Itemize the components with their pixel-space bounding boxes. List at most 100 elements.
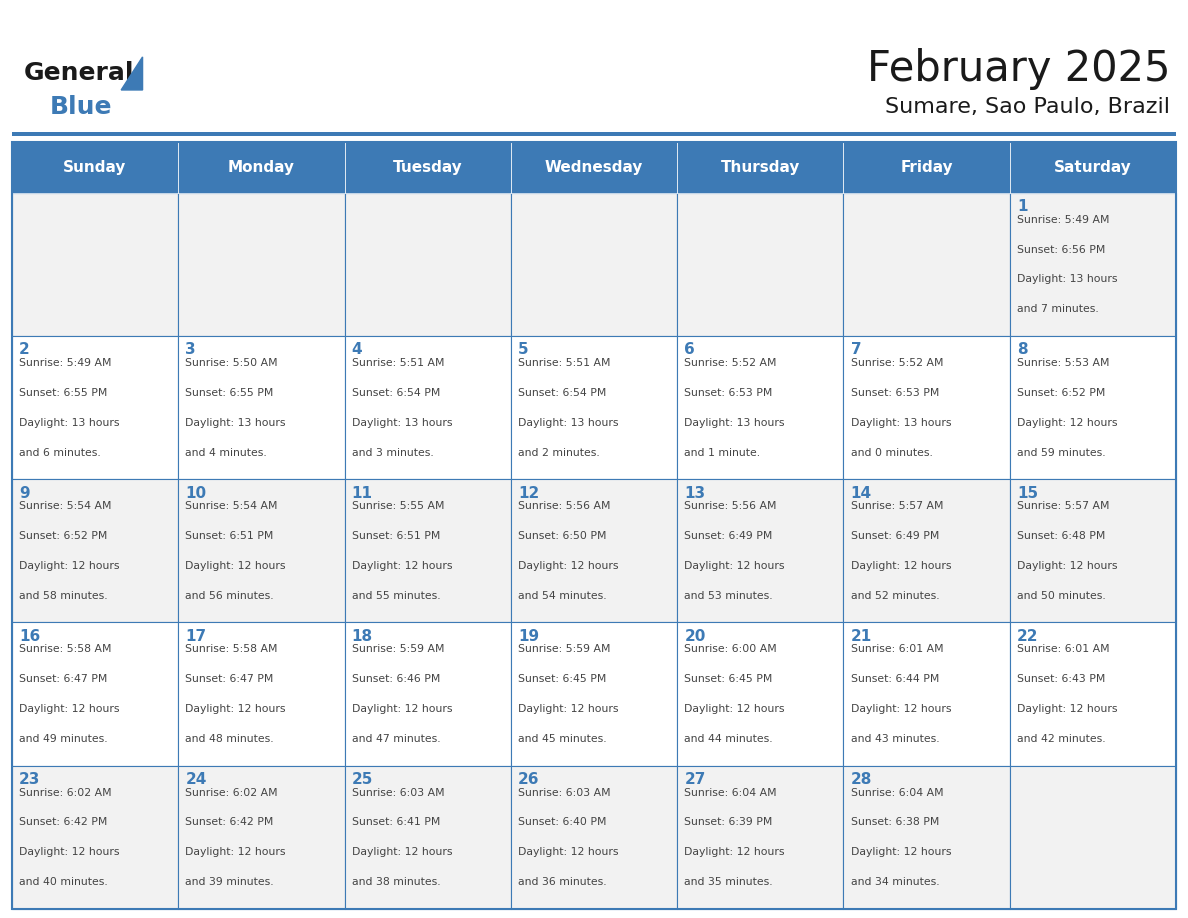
FancyBboxPatch shape bbox=[677, 193, 843, 336]
Text: Daylight: 12 hours: Daylight: 12 hours bbox=[684, 561, 785, 571]
Text: Sunset: 6:52 PM: Sunset: 6:52 PM bbox=[1017, 388, 1105, 397]
Text: and 47 minutes.: and 47 minutes. bbox=[352, 734, 441, 744]
Text: 9: 9 bbox=[19, 486, 30, 500]
FancyBboxPatch shape bbox=[178, 193, 345, 336]
FancyBboxPatch shape bbox=[1010, 766, 1176, 909]
Text: General: General bbox=[24, 62, 134, 85]
Text: Sunrise: 6:01 AM: Sunrise: 6:01 AM bbox=[851, 644, 943, 655]
FancyBboxPatch shape bbox=[1010, 142, 1176, 193]
Text: Sunset: 6:49 PM: Sunset: 6:49 PM bbox=[851, 531, 939, 541]
Text: and 52 minutes.: and 52 minutes. bbox=[851, 591, 940, 600]
Text: Sunset: 6:44 PM: Sunset: 6:44 PM bbox=[851, 674, 939, 684]
FancyBboxPatch shape bbox=[1010, 193, 1176, 336]
Text: Daylight: 13 hours: Daylight: 13 hours bbox=[851, 418, 952, 428]
FancyBboxPatch shape bbox=[843, 193, 1010, 336]
FancyBboxPatch shape bbox=[677, 622, 843, 766]
Text: Sunset: 6:52 PM: Sunset: 6:52 PM bbox=[19, 531, 107, 541]
Text: Sunrise: 5:58 AM: Sunrise: 5:58 AM bbox=[19, 644, 112, 655]
Text: Sunset: 6:42 PM: Sunset: 6:42 PM bbox=[185, 817, 273, 827]
Text: Sunset: 6:45 PM: Sunset: 6:45 PM bbox=[684, 674, 772, 684]
Text: and 53 minutes.: and 53 minutes. bbox=[684, 591, 773, 600]
Text: Sunset: 6:51 PM: Sunset: 6:51 PM bbox=[352, 531, 440, 541]
Text: Daylight: 13 hours: Daylight: 13 hours bbox=[185, 418, 286, 428]
Text: Sunset: 6:54 PM: Sunset: 6:54 PM bbox=[352, 388, 440, 397]
Text: Sunrise: 5:53 AM: Sunrise: 5:53 AM bbox=[1017, 358, 1110, 368]
Text: and 3 minutes.: and 3 minutes. bbox=[352, 447, 434, 457]
Text: Sunset: 6:54 PM: Sunset: 6:54 PM bbox=[518, 388, 606, 397]
Text: and 4 minutes.: and 4 minutes. bbox=[185, 447, 267, 457]
Text: Sunrise: 5:54 AM: Sunrise: 5:54 AM bbox=[19, 501, 112, 511]
Text: 27: 27 bbox=[684, 772, 706, 787]
Text: 23: 23 bbox=[19, 772, 40, 787]
Text: Daylight: 12 hours: Daylight: 12 hours bbox=[684, 704, 785, 714]
Text: Daylight: 12 hours: Daylight: 12 hours bbox=[851, 847, 952, 857]
Text: Sunset: 6:53 PM: Sunset: 6:53 PM bbox=[851, 388, 939, 397]
FancyBboxPatch shape bbox=[178, 336, 345, 479]
Text: Sunrise: 5:55 AM: Sunrise: 5:55 AM bbox=[352, 501, 444, 511]
Text: 18: 18 bbox=[352, 629, 373, 644]
Text: 11: 11 bbox=[352, 486, 373, 500]
Text: Sunrise: 5:59 AM: Sunrise: 5:59 AM bbox=[518, 644, 611, 655]
Text: Daylight: 12 hours: Daylight: 12 hours bbox=[19, 847, 120, 857]
Text: 3: 3 bbox=[185, 342, 196, 357]
Text: Daylight: 12 hours: Daylight: 12 hours bbox=[851, 704, 952, 714]
Text: and 58 minutes.: and 58 minutes. bbox=[19, 591, 108, 600]
Text: Daylight: 13 hours: Daylight: 13 hours bbox=[518, 418, 619, 428]
FancyBboxPatch shape bbox=[12, 336, 178, 479]
FancyBboxPatch shape bbox=[511, 193, 677, 336]
FancyBboxPatch shape bbox=[511, 142, 677, 193]
Text: and 45 minutes.: and 45 minutes. bbox=[518, 734, 607, 744]
Text: Saturday: Saturday bbox=[1054, 160, 1132, 175]
FancyBboxPatch shape bbox=[511, 766, 677, 909]
Text: Sunset: 6:50 PM: Sunset: 6:50 PM bbox=[518, 531, 606, 541]
Text: and 56 minutes.: and 56 minutes. bbox=[185, 591, 274, 600]
Text: Sunset: 6:47 PM: Sunset: 6:47 PM bbox=[19, 674, 107, 684]
Text: Friday: Friday bbox=[901, 160, 953, 175]
FancyBboxPatch shape bbox=[677, 479, 843, 622]
Text: 25: 25 bbox=[352, 772, 373, 787]
Text: Sunset: 6:49 PM: Sunset: 6:49 PM bbox=[684, 531, 772, 541]
Text: Sunrise: 5:52 AM: Sunrise: 5:52 AM bbox=[684, 358, 777, 368]
Text: and 2 minutes.: and 2 minutes. bbox=[518, 447, 600, 457]
Text: 22: 22 bbox=[1017, 629, 1038, 644]
Text: Daylight: 12 hours: Daylight: 12 hours bbox=[19, 561, 120, 571]
Text: and 1 minute.: and 1 minute. bbox=[684, 447, 760, 457]
Text: Daylight: 12 hours: Daylight: 12 hours bbox=[185, 561, 286, 571]
FancyBboxPatch shape bbox=[178, 622, 345, 766]
Text: Daylight: 13 hours: Daylight: 13 hours bbox=[352, 418, 453, 428]
FancyBboxPatch shape bbox=[12, 132, 1176, 136]
Text: Daylight: 12 hours: Daylight: 12 hours bbox=[352, 847, 453, 857]
Text: Sunrise: 6:04 AM: Sunrise: 6:04 AM bbox=[684, 788, 777, 798]
Text: and 34 minutes.: and 34 minutes. bbox=[851, 877, 940, 887]
FancyBboxPatch shape bbox=[677, 336, 843, 479]
Text: and 35 minutes.: and 35 minutes. bbox=[684, 877, 773, 887]
Text: Daylight: 12 hours: Daylight: 12 hours bbox=[851, 561, 952, 571]
FancyBboxPatch shape bbox=[1010, 622, 1176, 766]
Text: and 6 minutes.: and 6 minutes. bbox=[19, 447, 101, 457]
Text: Sunset: 6:45 PM: Sunset: 6:45 PM bbox=[518, 674, 606, 684]
Text: Sunrise: 6:01 AM: Sunrise: 6:01 AM bbox=[1017, 644, 1110, 655]
Text: Sunset: 6:56 PM: Sunset: 6:56 PM bbox=[1017, 244, 1105, 254]
Text: Sunrise: 6:02 AM: Sunrise: 6:02 AM bbox=[185, 788, 278, 798]
FancyBboxPatch shape bbox=[345, 142, 511, 193]
Text: and 55 minutes.: and 55 minutes. bbox=[352, 591, 441, 600]
Text: and 7 minutes.: and 7 minutes. bbox=[1017, 305, 1099, 314]
Text: 24: 24 bbox=[185, 772, 207, 787]
Text: Sunset: 6:55 PM: Sunset: 6:55 PM bbox=[19, 388, 107, 397]
Text: Daylight: 12 hours: Daylight: 12 hours bbox=[518, 847, 619, 857]
Text: Sunset: 6:48 PM: Sunset: 6:48 PM bbox=[1017, 531, 1105, 541]
Text: 4: 4 bbox=[352, 342, 362, 357]
Text: Sunrise: 6:03 AM: Sunrise: 6:03 AM bbox=[518, 788, 611, 798]
FancyBboxPatch shape bbox=[843, 336, 1010, 479]
FancyBboxPatch shape bbox=[843, 479, 1010, 622]
FancyBboxPatch shape bbox=[178, 766, 345, 909]
FancyBboxPatch shape bbox=[511, 336, 677, 479]
Text: Daylight: 12 hours: Daylight: 12 hours bbox=[185, 704, 286, 714]
Text: 13: 13 bbox=[684, 486, 706, 500]
FancyBboxPatch shape bbox=[12, 766, 178, 909]
Text: 15: 15 bbox=[1017, 486, 1038, 500]
Text: and 38 minutes.: and 38 minutes. bbox=[352, 877, 441, 887]
Text: 8: 8 bbox=[1017, 342, 1028, 357]
Text: Sunset: 6:41 PM: Sunset: 6:41 PM bbox=[352, 817, 440, 827]
Text: 21: 21 bbox=[851, 629, 872, 644]
